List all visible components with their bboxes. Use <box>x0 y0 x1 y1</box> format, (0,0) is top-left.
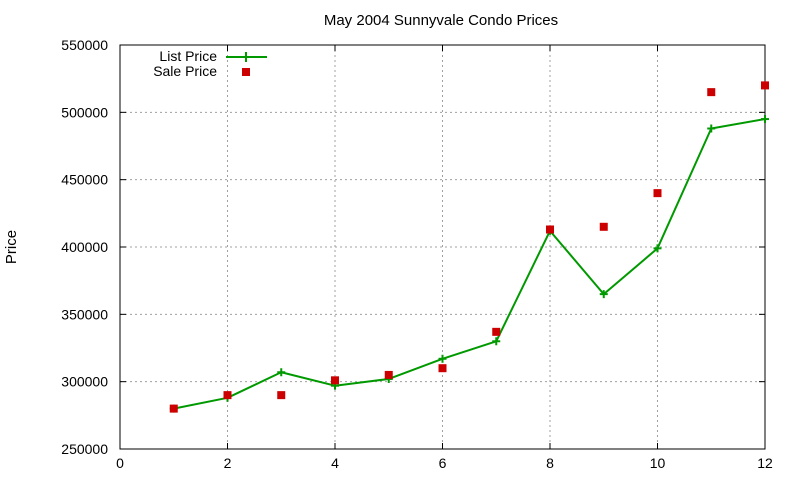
point-sale-price-11 <box>707 88 716 97</box>
legend-label-list-price: List Price <box>159 48 217 64</box>
point-sale-price-8 <box>546 225 554 234</box>
series-layer <box>169 81 769 413</box>
x-tick-label-10: 10 <box>650 455 666 471</box>
point-list-price-9 <box>599 290 608 299</box>
x-tick-label-12: 12 <box>757 455 773 471</box>
point-sale-price-12 <box>761 81 769 90</box>
series-line-list-price <box>173 118 766 410</box>
point-list-price-10 <box>653 244 662 253</box>
y-axis-label: Price <box>3 230 20 264</box>
axis-layer: 0 2 4 6 8 10 12 250000 300000 350000 400000 450000 5… <box>61 37 773 471</box>
x-tick-label-2: 2 <box>224 455 232 471</box>
point-sale-price-2 <box>223 391 232 400</box>
point-sale-price-9 <box>599 222 608 231</box>
chart-title: May 2004 Sunnyvale Condo Prices <box>324 12 558 29</box>
legend-marker-sale-price <box>242 68 250 76</box>
series-1-sale-price <box>169 81 769 413</box>
series-0-list-price <box>169 115 769 413</box>
point-list-price-7 <box>492 337 501 346</box>
point-sale-price-5 <box>384 370 393 379</box>
point-sale-price-4 <box>331 376 339 385</box>
x-tick-label-6: 6 <box>439 455 447 471</box>
point-sale-price-10 <box>653 189 662 198</box>
y-tick-label-400000: 400000 <box>61 239 108 255</box>
y-tick-label-350000: 350000 <box>61 306 108 322</box>
x-tick-label-4: 4 <box>331 455 339 471</box>
x-tick-label-0: 0 <box>116 455 124 471</box>
point-list-price-11 <box>707 124 716 133</box>
y-tick-label-550000: 550000 <box>61 37 108 53</box>
y-tick-label-300000: 300000 <box>61 374 108 390</box>
y-tick-label-450000: 450000 <box>61 172 108 188</box>
point-sale-price-6 <box>438 364 447 373</box>
legend-label-sale-price: Sale Price <box>153 63 217 79</box>
legend-marker-list-price <box>241 52 251 62</box>
point-sale-price-1 <box>169 404 178 413</box>
point-sale-price-3 <box>277 391 286 400</box>
point-list-price-6 <box>438 354 447 363</box>
y-tick-label-500000: 500000 <box>61 104 108 120</box>
point-sale-price-7 <box>492 327 501 336</box>
point-list-price-12 <box>761 115 769 124</box>
point-list-price-3 <box>277 368 286 377</box>
y-tick-label-250000: 250000 <box>61 441 108 457</box>
legend: List Price Sale Price <box>153 48 267 79</box>
x-tick-label-8: 8 <box>546 455 554 471</box>
grid-layer <box>120 45 765 449</box>
